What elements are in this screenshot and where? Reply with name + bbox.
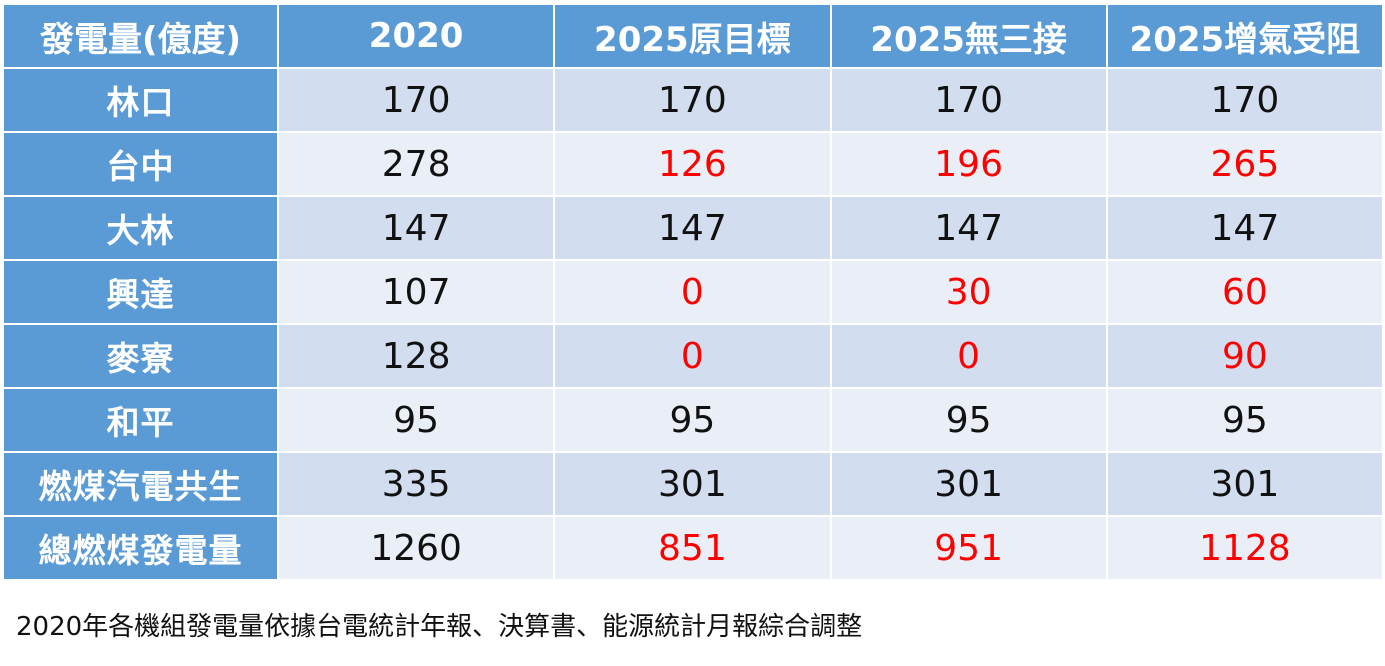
table-row: 台中 278 126 196 265 — [2, 131, 1385, 197]
value-cell: 128 — [276, 323, 556, 389]
value-cell: 0 — [829, 323, 1108, 389]
value-cell: 170 — [1105, 67, 1385, 133]
row-label: 林口 — [2, 67, 279, 133]
value-cell: 301 — [829, 451, 1108, 517]
table-body: 林口 170 170 170 170 台中 278 126 196 265 大林 147 147 147 1… — [2, 67, 1385, 581]
header-row: 發電量(億度) 2020 2025原目標 2025無三接 2025增氣受阻 — [2, 3, 1385, 69]
header-cell-2025-original-target: 2025原目標 — [553, 3, 832, 69]
value-cell: 335 — [276, 451, 556, 517]
row-label: 和平 — [2, 387, 279, 453]
row-label: 麥寮 — [2, 323, 279, 389]
power-generation-table-container: 發電量(億度) 2020 2025原目標 2025無三接 2025增氣受阻 林口… — [2, 3, 1385, 581]
value-cell: 170 — [276, 67, 556, 133]
header-cell-2025-gas-blocked: 2025增氣受阻 — [1105, 3, 1385, 69]
value-cell: 147 — [1105, 195, 1385, 261]
value-cell: 1260 — [276, 515, 556, 581]
table-row: 大林 147 147 147 147 — [2, 195, 1385, 261]
table-row: 燃煤汽電共生 335 301 301 301 — [2, 451, 1385, 517]
table-row: 麥寮 128 0 0 90 — [2, 323, 1385, 389]
row-label: 總燃煤發電量 — [2, 515, 279, 581]
power-generation-table: 發電量(億度) 2020 2025原目標 2025無三接 2025增氣受阻 林口… — [2, 3, 1385, 581]
row-label: 台中 — [2, 131, 279, 197]
value-cell: 95 — [829, 387, 1108, 453]
value-cell: 30 — [829, 259, 1108, 325]
value-cell: 265 — [1105, 131, 1385, 197]
value-cell: 95 — [276, 387, 556, 453]
value-cell: 951 — [829, 515, 1108, 581]
table-row: 總燃煤發電量 1260 851 951 1128 — [2, 515, 1385, 581]
header-cell-2025-no-third-lng: 2025無三接 — [829, 3, 1108, 69]
value-cell: 851 — [553, 515, 832, 581]
value-cell: 147 — [553, 195, 832, 261]
value-cell: 60 — [1105, 259, 1385, 325]
value-cell: 301 — [1105, 451, 1385, 517]
value-cell: 170 — [829, 67, 1108, 133]
value-cell: 301 — [553, 451, 832, 517]
value-cell: 1128 — [1105, 515, 1385, 581]
row-label: 興達 — [2, 259, 279, 325]
value-cell: 0 — [553, 323, 832, 389]
value-cell: 90 — [1105, 323, 1385, 389]
value-cell: 278 — [276, 131, 556, 197]
value-cell: 147 — [276, 195, 556, 261]
table-row: 興達 107 0 30 60 — [2, 259, 1385, 325]
footnote: 2020年各機組發電量依據台電統計年報、決算書、能源統計月報綜合調整 — [16, 612, 863, 642]
value-cell: 126 — [553, 131, 832, 197]
row-label: 大林 — [2, 195, 279, 261]
value-cell: 95 — [553, 387, 832, 453]
table-row: 林口 170 170 170 170 — [2, 67, 1385, 133]
value-cell: 107 — [276, 259, 556, 325]
value-cell: 196 — [829, 131, 1108, 197]
header-cell-unit: 發電量(億度) — [2, 3, 279, 69]
row-label: 燃煤汽電共生 — [2, 451, 279, 517]
value-cell: 147 — [829, 195, 1108, 261]
table-row: 和平 95 95 95 95 — [2, 387, 1385, 453]
header-cell-2020: 2020 — [276, 3, 556, 69]
value-cell: 0 — [553, 259, 832, 325]
value-cell: 170 — [553, 67, 832, 133]
value-cell: 95 — [1105, 387, 1385, 453]
